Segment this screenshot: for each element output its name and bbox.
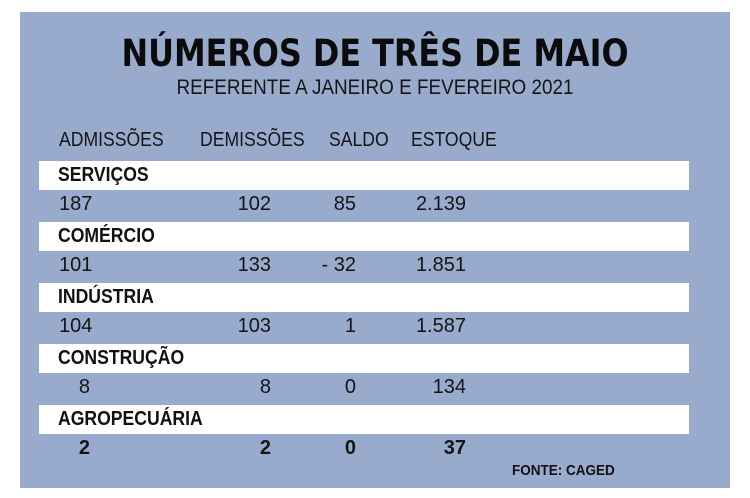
cell-saldo: 85	[333, 193, 356, 215]
cell-demissoes: 8	[259, 376, 271, 398]
page-subtitle: REFERENTE A JANEIRO E FEVEREIRO 2021	[176, 76, 574, 99]
table-row: 8 8 0 134	[20, 376, 730, 402]
sector-label: INDÚSTRIA	[58, 286, 154, 308]
cell-estoque: 2.139	[415, 193, 466, 215]
cell-demissoes: 102	[237, 193, 271, 215]
cell-estoque: 134	[432, 376, 466, 398]
sector-band: SERVIÇOS	[39, 161, 689, 190]
cell-estoque: 1.851	[415, 254, 466, 276]
sector-label: AGROPECUÁRIA	[58, 408, 203, 430]
cell-estoque: 37	[443, 437, 466, 459]
cell-admissoes: 187	[59, 193, 93, 215]
cell-admissoes: 104	[59, 315, 93, 337]
sector-label: CONSTRUÇÃO	[58, 347, 185, 369]
cell-admissoes: 8	[78, 376, 90, 398]
table-row: 2 2 0 37	[20, 437, 730, 463]
cell-demissoes: 2	[259, 437, 271, 459]
cell-saldo: - 32	[321, 254, 356, 276]
sector-band: INDÚSTRIA	[39, 283, 689, 312]
cell-admissoes: 101	[59, 254, 93, 276]
table-row: 101 133 - 32 1.851	[20, 254, 730, 280]
cell-saldo: 1	[344, 315, 356, 337]
sector-band: COMÉRCIO	[39, 222, 689, 251]
cell-demissoes: 103	[237, 315, 271, 337]
table-row: 187 102 85 2.139	[20, 193, 730, 219]
cell-admissoes: 2	[78, 437, 90, 459]
cell-demissoes: 133	[237, 254, 271, 276]
column-header-admissoes: ADMISSÕES	[59, 129, 164, 151]
source-credit: FONTE: CAGED	[512, 462, 615, 479]
cell-saldo: 0	[344, 437, 356, 459]
column-header-saldo: SALDO	[329, 129, 389, 151]
table-row: 104 103 1 1.587	[20, 315, 730, 341]
sector-band: CONSTRUÇÃO	[39, 344, 689, 373]
column-header-demissoes: DEMISSÕES	[200, 129, 305, 151]
infographic-card: NÚMEROS DE TRÊS DE MAIO REFERENTE A JANE…	[20, 12, 730, 488]
column-header-estoque: ESTOQUE	[411, 129, 497, 151]
sector-label: SERVIÇOS	[58, 164, 149, 186]
cell-saldo: 0	[344, 376, 356, 398]
sector-label: COMÉRCIO	[58, 225, 155, 247]
cell-estoque: 1.587	[415, 315, 466, 337]
page-title: NÚMEROS DE TRÊS DE MAIO	[121, 32, 629, 75]
sector-band: AGROPECUÁRIA	[39, 405, 689, 434]
